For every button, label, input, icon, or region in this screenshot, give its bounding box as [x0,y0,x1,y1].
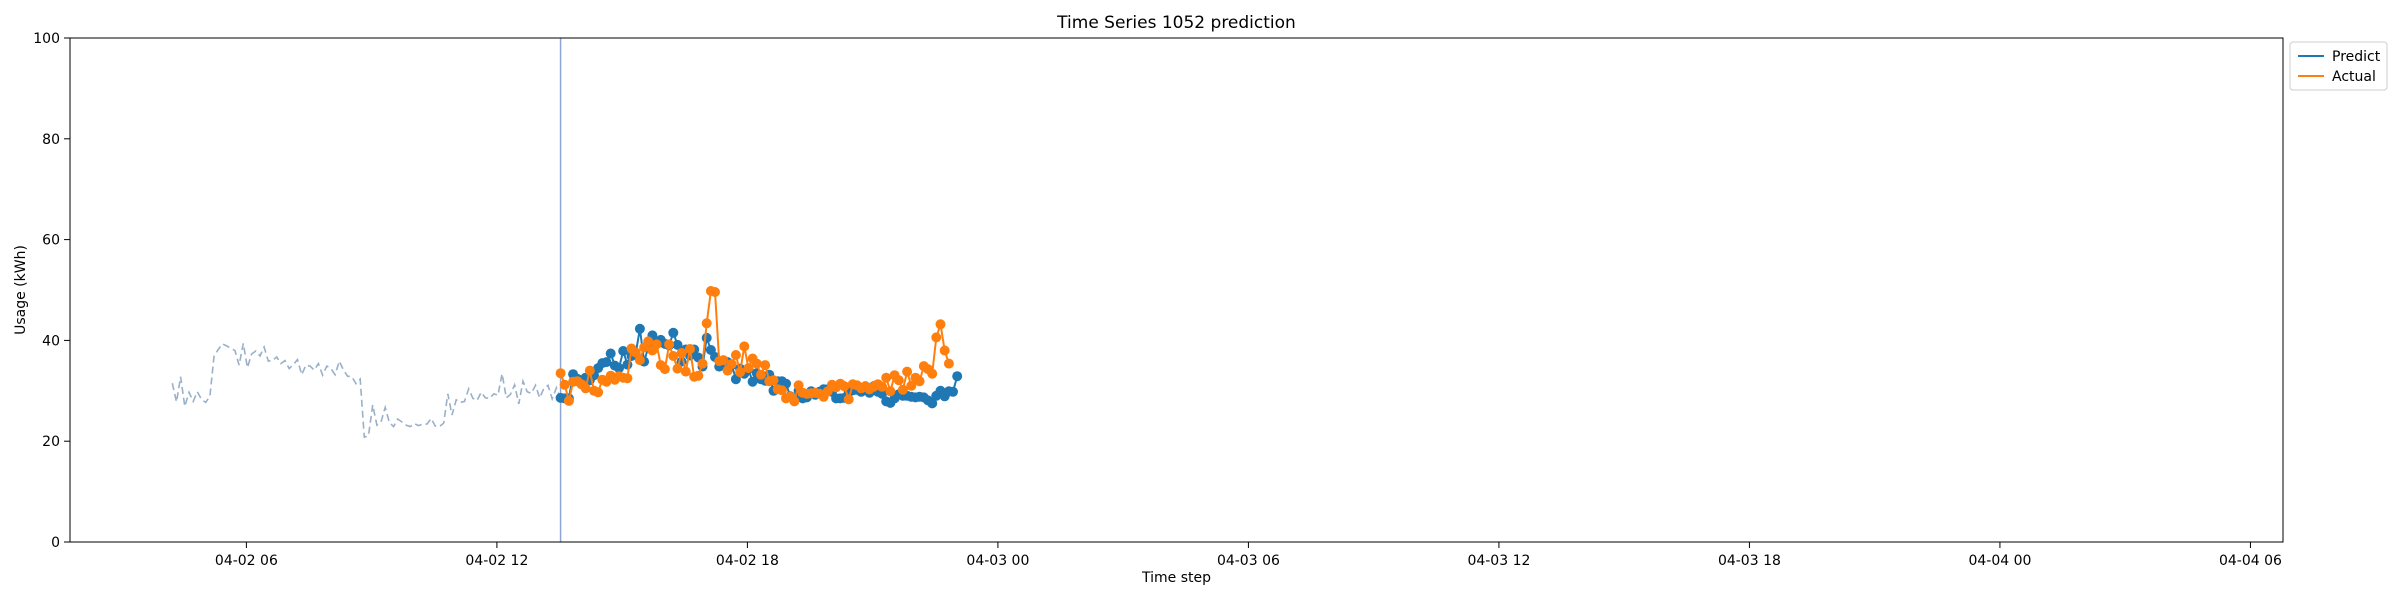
actual-point [897,384,908,395]
y-tick-label: 20 [42,434,60,450]
actual-point [580,383,591,394]
actual-point [718,355,729,366]
actual-point [622,373,633,384]
actual-point [789,396,800,407]
actual-point [680,366,691,377]
actual-point [651,339,662,350]
x-tick-label: 04-04 06 [2219,553,2282,569]
x-tick-label: 04-03 18 [1718,553,1781,569]
y-tick-label: 100 [33,31,60,47]
actual-point [843,394,854,405]
actual-point [559,379,570,390]
predict-point [877,388,888,399]
actual-point [726,359,737,370]
actual-point [659,364,670,375]
actual-point [664,339,675,350]
actual-point [739,341,750,352]
predict-point [927,398,938,409]
history-line [171,342,562,439]
actual-point [751,358,762,369]
actual-point [555,368,566,379]
actual-point [685,344,695,354]
x-axis-label: Time step [1141,570,1211,586]
predict-point [952,371,963,382]
y-tick-label: 0 [51,535,60,551]
actual-point [902,366,913,377]
actual-point [776,385,787,396]
predict-point [668,327,679,338]
actual-point [643,336,654,347]
x-tick-label: 04-02 12 [465,553,528,569]
actual-point [730,350,741,360]
predict-point [948,386,958,397]
actual-point [839,381,850,392]
legend-box [2289,41,2388,91]
actual-point [768,375,779,386]
actual-point [756,369,766,380]
actual-point [943,358,954,369]
actual-point [881,372,892,383]
actual-point [760,360,771,371]
y-tick-label: 80 [42,132,60,148]
actual-point [668,351,679,361]
legend: Predict Actual [2289,41,2388,91]
actual-point [630,347,641,358]
predict-point [701,332,712,343]
y-tick-label: 60 [42,233,60,249]
x-tick-label: 04-04 00 [1968,553,2031,569]
predict-point [622,359,633,370]
actual-point [927,368,938,379]
predict-point [614,363,624,374]
predict-point [601,357,612,368]
actual-point [710,287,720,297]
predict-point [618,346,629,356]
actual-point [935,319,946,330]
predict-point [634,323,645,334]
actual-point [593,387,604,398]
actual-point [939,345,950,356]
actual-point [735,367,746,378]
actual-point [563,395,574,406]
actual-point [743,363,754,374]
x-tick-label: 04-03 12 [1467,553,1530,569]
actual-point [584,365,595,376]
actual-point [701,318,712,329]
x-tick-label: 04-02 18 [716,553,779,569]
x-tick-label: 04-02 06 [215,553,278,569]
actual-point [906,380,917,391]
x-tick-label: 04-03 06 [1217,553,1280,569]
actual-point [693,370,704,381]
chart-title: Time Series 1052 prediction [1056,13,1296,33]
x-tick-label: 04-03 00 [966,553,1029,569]
predict-point [605,348,616,359]
y-tick-label: 40 [42,333,60,349]
actual-point [914,376,925,387]
predict-point [672,339,683,350]
actual-point [931,332,942,343]
legend-actual-label: Actual [2332,69,2376,85]
actual-point [697,358,708,369]
actual-point [893,375,904,386]
actual-point [793,380,804,391]
actual-point [676,348,687,358]
actual-point [672,363,683,374]
actual-point [634,355,645,366]
actual-point [877,381,888,392]
predict-point [747,376,758,387]
plot-frame [69,37,2284,543]
legend-predict-label: Predict [2332,49,2381,65]
y-axis-label: Usage (kWh) [13,245,29,335]
actual-point [885,386,896,397]
